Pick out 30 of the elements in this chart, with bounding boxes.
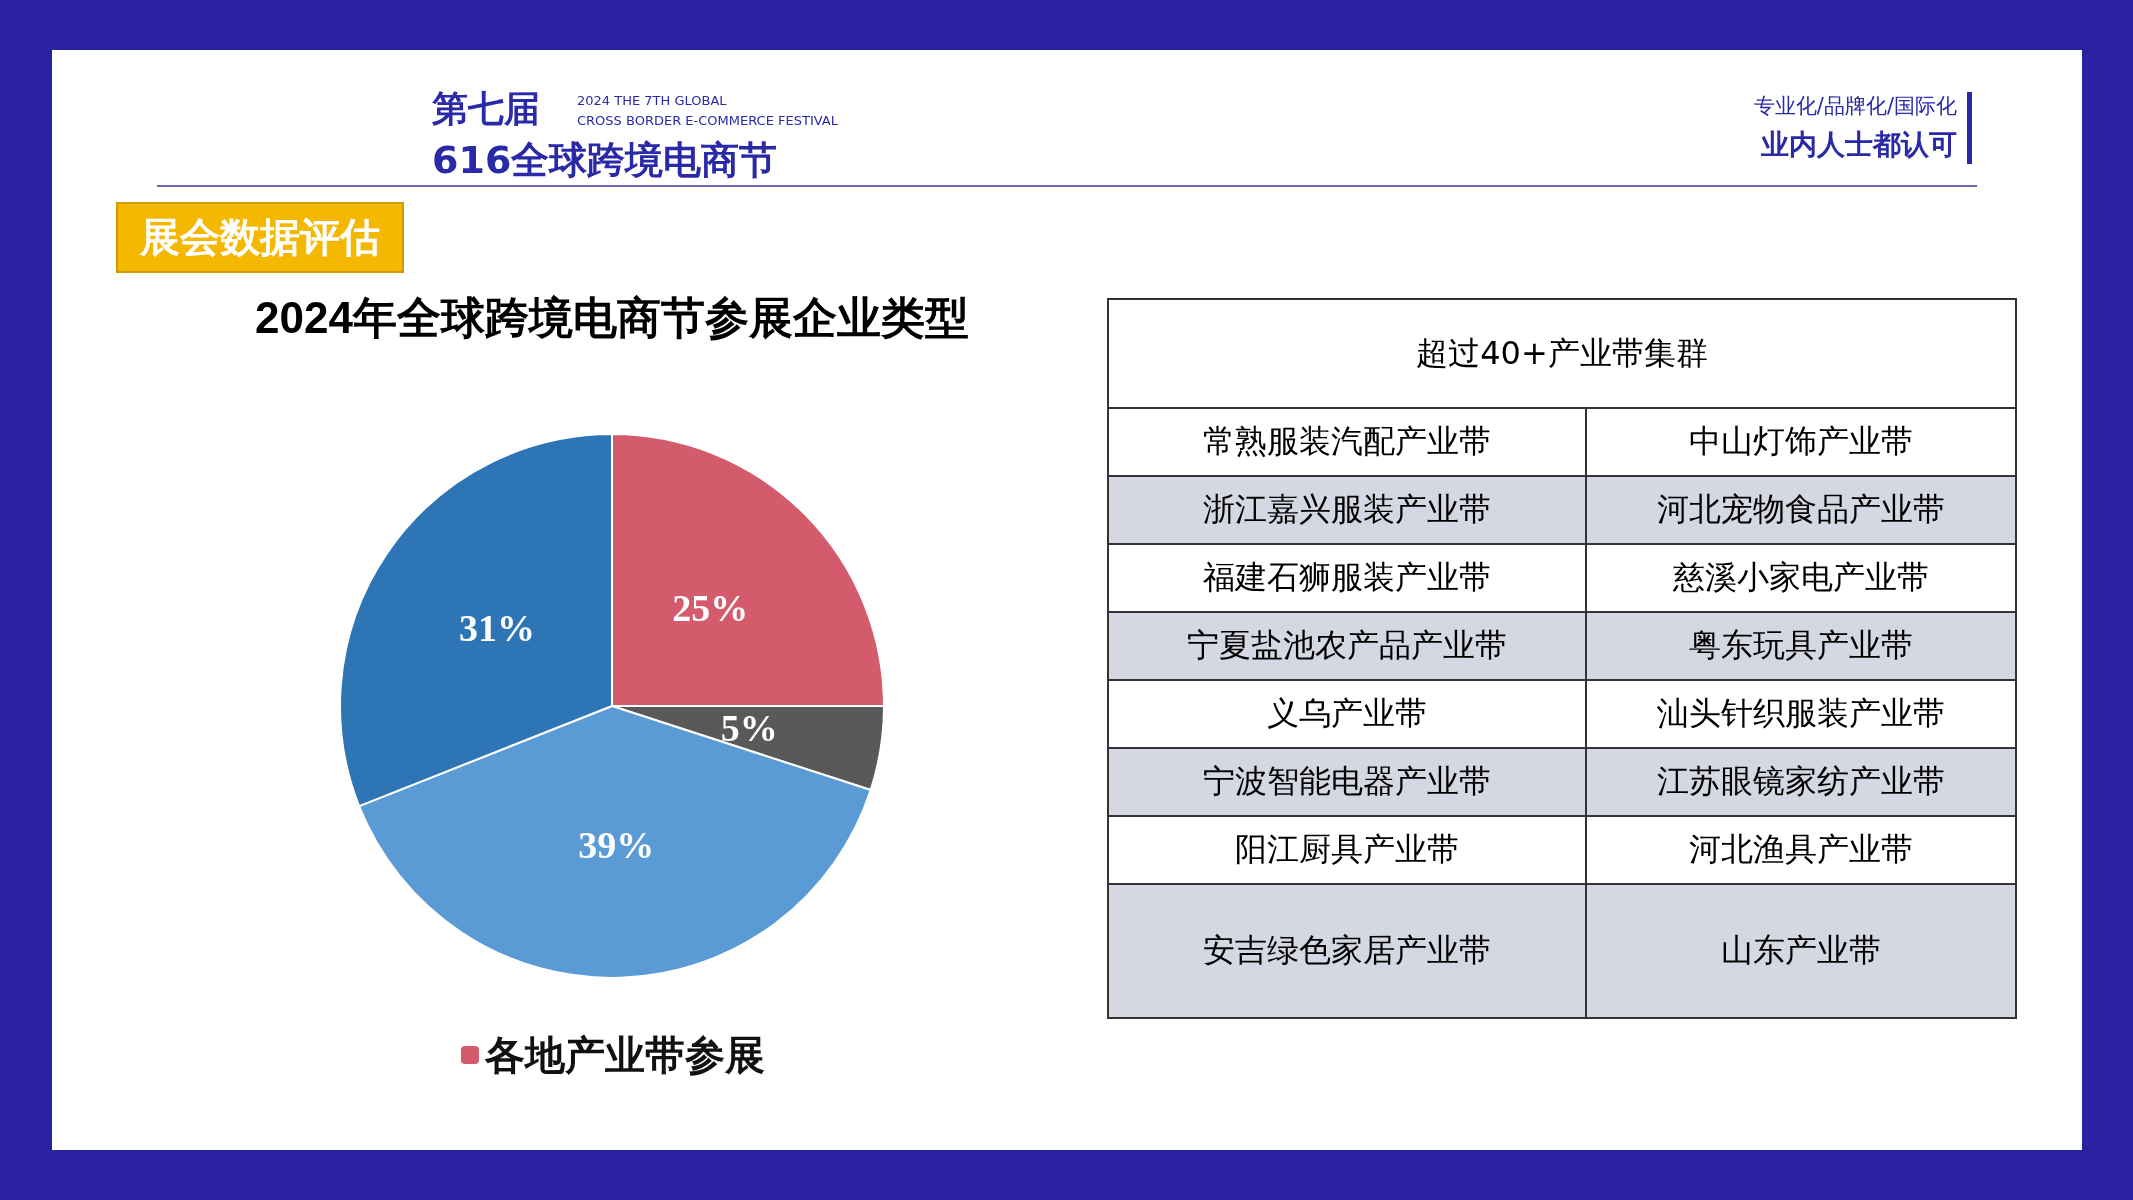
text: 山东产业带 (1585, 884, 2016, 1018)
legend-label: 各地产业带参展 (484, 1033, 765, 1077)
text: 义乌产业带 (1108, 680, 1586, 748)
text: 阳江厨具产业带 (1108, 816, 1586, 884)
data-label: 5% (720, 706, 778, 749)
data-label: 39% (578, 823, 655, 866)
text: 粤东玩具产业带 (1585, 612, 2016, 680)
text: 福建石狮服装产业带 (1108, 544, 1586, 612)
text: 慈溪小家电产业带 (1585, 544, 2016, 612)
text: 江苏眼镜家纺产业带 (1585, 748, 2016, 816)
text: 浙江嘉兴服装产业带 (1108, 476, 1586, 544)
text: 616全球跨境电商节 (432, 137, 778, 184)
text: 汕头针织服装产业带 (1585, 680, 2016, 748)
text: 业内人士都认可 (1760, 127, 1957, 163)
text: 安吉绿色家居产业带 (1108, 884, 1586, 1018)
text: 宁波智能电器产业带 (1108, 748, 1586, 816)
text: 常熟服装汽配产业带 (1108, 408, 1586, 476)
text: 宁夏盐池农产品产业带 (1108, 612, 1586, 680)
text: 专业化/品牌化/国际化 (1753, 93, 1957, 120)
text: 第七届 (432, 87, 540, 131)
text: 河北宠物食品产业带 (1585, 476, 2016, 544)
text: CROSS BORDER E-COMMERCE FESTIVAL (577, 113, 838, 128)
chart-title: 2024年全球跨境电商节参展企业类型 (255, 292, 969, 342)
chart-subtitle: 展会数据评估 (116, 202, 404, 273)
text: 中山灯饰产业带 (1585, 408, 2016, 476)
data-label: 31% (459, 606, 536, 649)
text: 河北渔具产业带 (1585, 816, 2016, 884)
text: 超过40+产业带集群 (1108, 299, 2016, 408)
text: 2024 THE 7TH GLOBAL (577, 93, 727, 108)
data-label: 25% (672, 586, 749, 629)
